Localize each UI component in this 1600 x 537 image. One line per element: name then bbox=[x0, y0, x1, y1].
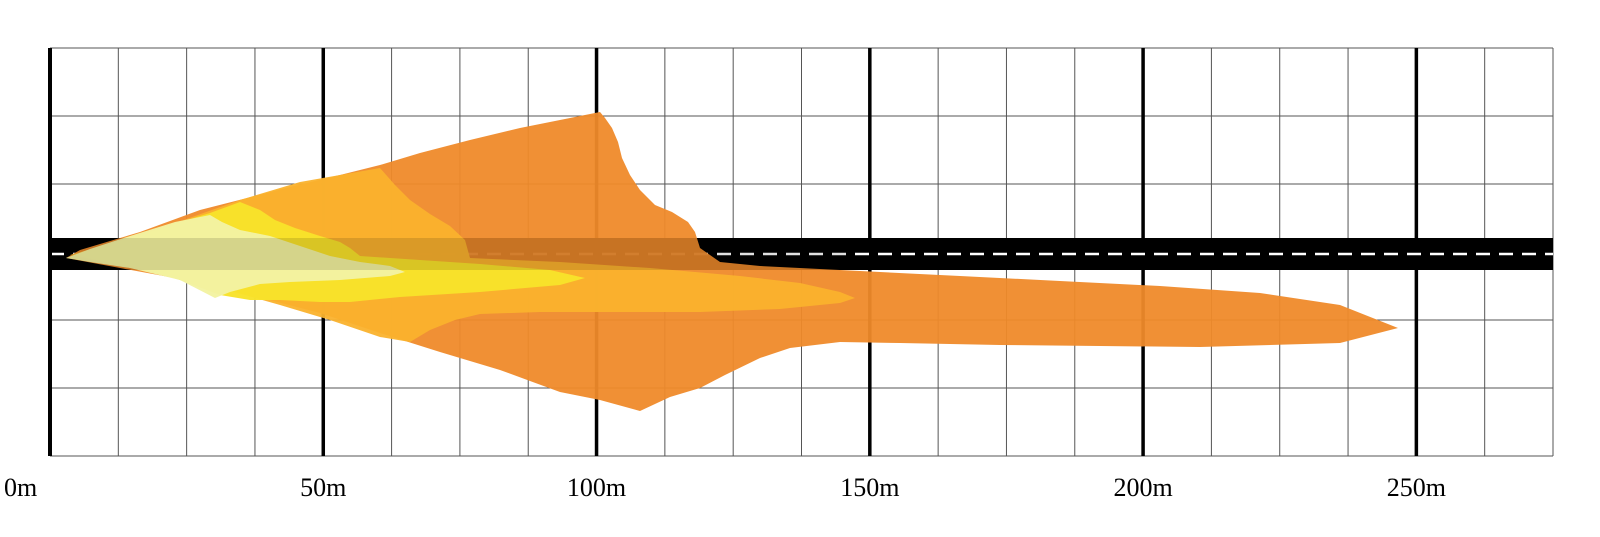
road-overlap-shade bbox=[66, 238, 846, 270]
x-tick-label: 250m bbox=[1387, 473, 1446, 502]
x-tick-label: 200m bbox=[1113, 473, 1172, 502]
x-tick-label: 50m bbox=[300, 473, 346, 502]
illumination-zone-4 bbox=[66, 215, 405, 298]
x-tick-label: 150m bbox=[840, 473, 899, 502]
illumination-zones bbox=[66, 112, 1398, 411]
x-tick-label: 0m bbox=[4, 473, 37, 502]
x-tick-label: 100m bbox=[567, 473, 626, 502]
x-axis-tick-labels: 0m 50m 100m 150m 200m 250m bbox=[4, 473, 1446, 502]
